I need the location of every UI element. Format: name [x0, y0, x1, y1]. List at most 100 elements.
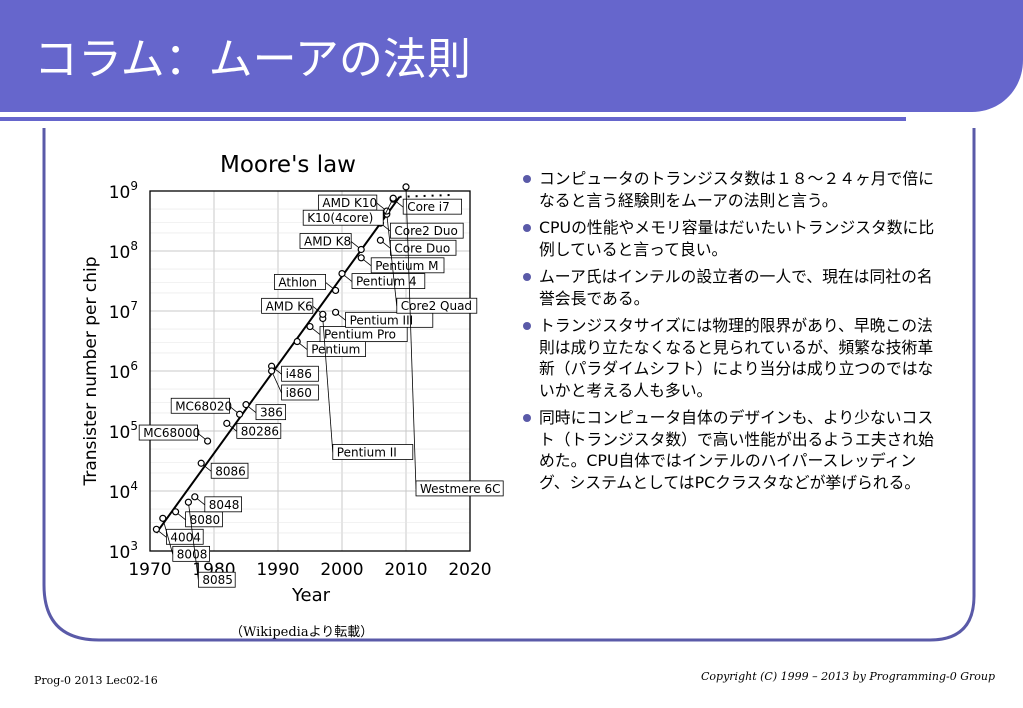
point-label: 4004 — [170, 530, 201, 544]
point-leader — [382, 198, 394, 219]
bullet-dot-icon — [523, 273, 531, 281]
point-label-box — [273, 274, 326, 290]
point-label-box — [138, 424, 198, 441]
data-point — [152, 525, 161, 533]
bullet-dot-icon — [523, 175, 531, 183]
point-label: Pentium Pro — [324, 328, 396, 342]
point-label: 8008 — [177, 547, 208, 561]
point-label: MC68000 — [143, 426, 200, 440]
x-tick-label: 2010 — [384, 560, 427, 580]
point-label-box — [204, 496, 243, 513]
point-label: AMD K6 — [266, 299, 313, 313]
point-label: Pentium 4 — [356, 275, 417, 289]
point-label: AMD K8 — [304, 235, 351, 249]
data-point — [389, 194, 397, 202]
point-leader — [162, 518, 174, 555]
data-point — [184, 498, 193, 506]
bullet-text: ムーア氏はインテルの設立者の一人で、現在は同社の名誉会長である。 — [539, 267, 933, 308]
point-label-box — [345, 311, 434, 328]
trend-line-group — [155, 194, 451, 534]
title-underline — [0, 117, 906, 121]
point-label-box — [281, 384, 319, 401]
bullet-dot-icon — [523, 322, 531, 330]
point-label: 80286 — [241, 424, 279, 438]
bullet-text: コンピュータのトランジスタ数は１８〜２４ヶ月で倍になると言う経験則をムーアの法則… — [539, 169, 934, 210]
data-point — [319, 310, 327, 318]
point-label: Pentium M — [375, 259, 438, 273]
data-point — [332, 286, 340, 295]
data-point — [338, 270, 346, 278]
point-leader — [322, 318, 334, 453]
bullet-item: 同時にコンピュータ自体のデザインも、より少ないコスト（トランジスタ数）で高い性能… — [522, 407, 940, 493]
y-tick-label: 106 — [109, 359, 138, 383]
bullet-text: 同時にコンピュータ自体のデザインも、より少ないコスト（トランジスタ数）で高い性能… — [539, 408, 934, 492]
chart-title: Moore's law — [220, 152, 356, 178]
footer-slide-number: Prog-0 2013 Lec02-16 — [34, 674, 158, 687]
y-tick-label: 109 — [109, 179, 138, 203]
y-tick-exponent: 5 — [130, 419, 138, 433]
image-caption: （Wikipediaより転載） — [230, 625, 374, 640]
title-bar-band — [0, 0, 1023, 112]
x-tick-label: 2000 — [320, 560, 363, 580]
data-point — [242, 401, 250, 409]
y-tick-base: 10 — [109, 423, 131, 443]
bullet-dot-icon — [523, 414, 531, 422]
chart-svg: Moore's law 1970 1980 1990 2000 2010 20201031… — [81, 152, 504, 606]
data-point — [204, 437, 212, 445]
y-tick-base: 10 — [109, 183, 131, 203]
y-tick-exponent: 3 — [130, 539, 138, 553]
title-bar — [0, 0, 1023, 121]
bullet-text: CPUの性能やメモリ容量はだいたいトランジスタ数に比例していると言って良い。 — [539, 218, 935, 259]
y-tick-base: 10 — [109, 303, 131, 323]
x-axis-label: Year — [291, 585, 331, 606]
point-label: Pentium III — [350, 313, 414, 327]
point-label: 8080 — [190, 513, 221, 527]
point-label-box — [389, 222, 464, 239]
point-label-box — [261, 297, 314, 314]
bullet-item: ムーア氏はインテルの設立者の一人で、現在は同社の名誉会長である。 — [522, 266, 940, 309]
point-label: Core2 Quad — [401, 299, 472, 313]
point-label-box — [299, 233, 352, 249]
data-points: 4004 8008 8080 8085 8048 8086 MC68000 80286 386 M… — [138, 183, 504, 588]
data-point — [236, 410, 244, 418]
point-leader — [386, 214, 398, 307]
y-tick-exponent: 8 — [130, 239, 138, 253]
point-label: Athlon — [278, 275, 317, 289]
point-label-box — [172, 545, 211, 562]
y-tick-base: 10 — [109, 543, 131, 563]
point-label-box — [332, 444, 414, 460]
y-tick-label: 107 — [109, 299, 138, 323]
y-tick-base: 10 — [109, 363, 131, 383]
point-label: i860 — [286, 386, 312, 400]
point-label: i486 — [286, 367, 312, 381]
y-tick-label: 105 — [109, 419, 138, 443]
point-leader — [405, 186, 417, 489]
x-tick-label: 1990 — [256, 560, 299, 580]
data-point — [223, 419, 231, 427]
data-point — [357, 254, 365, 262]
data-point — [197, 459, 205, 467]
point-label-box — [302, 209, 384, 226]
slide-title: コラム：ムーアの法則 — [34, 34, 471, 85]
point-label-box — [166, 528, 204, 545]
point-label: Pentium II — [337, 445, 397, 459]
y-tick-label: 104 — [109, 479, 138, 503]
point-label: Pentium — [311, 343, 360, 357]
trend-line — [155, 196, 401, 534]
point-label: MC68020 — [175, 399, 232, 413]
data-point — [191, 493, 199, 501]
data-point — [376, 236, 384, 244]
y-tick-exponent: 9 — [130, 179, 138, 193]
point-label-box — [236, 422, 282, 439]
point-label: 8048 — [209, 498, 240, 512]
point-label-box — [185, 511, 223, 528]
data-point — [332, 308, 340, 316]
footer-copyright: Copyright (C) 1999 – 2013 by Programming… — [701, 670, 995, 683]
point-label: Core i7 — [407, 200, 450, 214]
point-label: 8085 — [202, 573, 233, 587]
y-tick-label: 108 — [109, 239, 138, 263]
x-tick-label: 2020 — [448, 560, 491, 580]
point-label-box — [396, 297, 478, 314]
y-tick-exponent: 7 — [130, 299, 138, 313]
bullet-item: トランジスタサイズには物理的限界があり、早晩この法則は成り立たなくなると見られて… — [522, 315, 940, 401]
